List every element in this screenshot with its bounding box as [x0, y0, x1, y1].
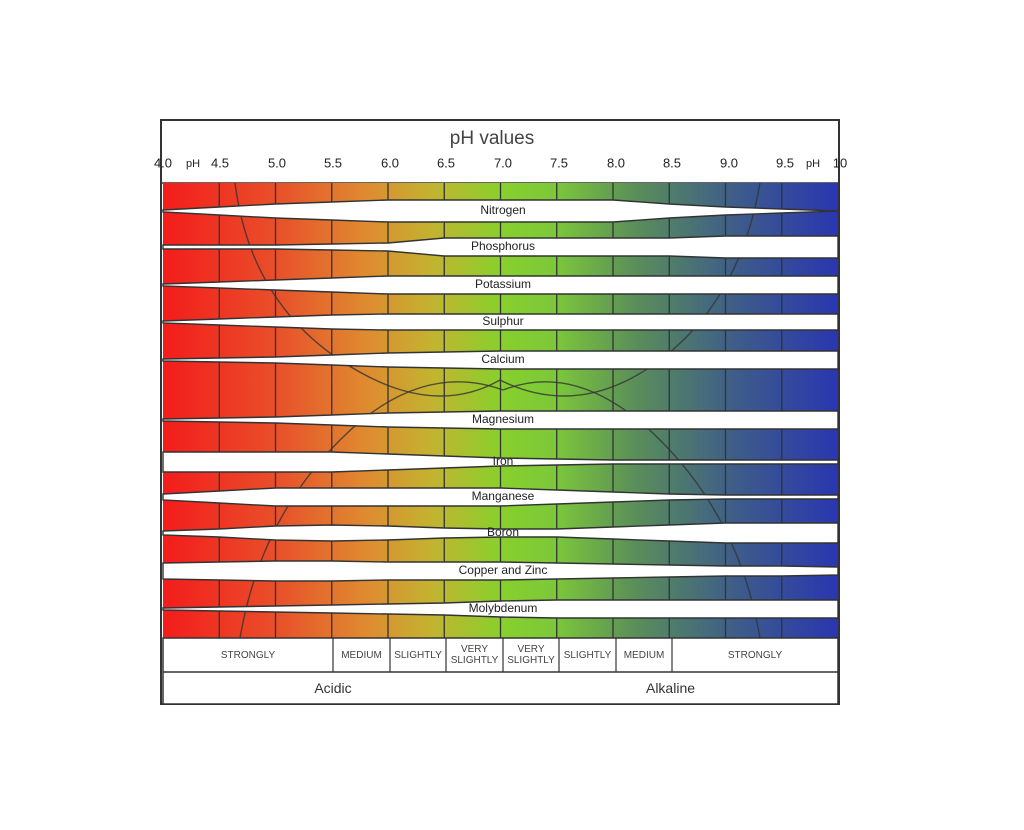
nutrient-gap: [162, 275, 839, 295]
ph-tick: pH: [186, 158, 200, 170]
ph-tick: 9.5: [776, 155, 794, 170]
ph-tick: pH: [806, 158, 820, 170]
nutrient-label: Phosphorus: [471, 239, 535, 253]
nutrient-gap: [162, 235, 839, 259]
ph-tick: 6.0: [381, 155, 399, 170]
nutrient-label: Sulphur: [482, 314, 523, 328]
ph-tick: 8.5: [663, 155, 681, 170]
ph-tick: 10: [833, 155, 847, 170]
nutrient-gap: [162, 410, 839, 430]
ph-tick: 6.5: [437, 155, 455, 170]
nutrient-gap: [162, 560, 839, 582]
nutrient-gap: [162, 199, 839, 223]
nutrient-label: Calcium: [481, 352, 524, 366]
nutrient-label: Iron: [493, 454, 514, 468]
nutrient-gap: [162, 487, 839, 507]
nutrient-gap: [162, 451, 839, 473]
strength-label: VERY SLIGHTLY: [450, 644, 499, 666]
nutrient-label: Potassium: [475, 277, 531, 291]
nutrient-label: Magnesium: [472, 412, 534, 426]
ph-tick: 8.0: [607, 155, 625, 170]
nutrient-gap: [162, 350, 839, 370]
title: pH values: [450, 128, 535, 149]
ph-tick: 5.0: [268, 155, 286, 170]
nutrient-gap: [162, 313, 839, 331]
ph-tick: 4.0: [154, 155, 172, 170]
side-label: Acidic: [314, 679, 352, 696]
nutrient-gap: [162, 522, 839, 544]
strength-label: STRONGLY: [220, 649, 276, 661]
nutrient-label: Manganese: [472, 489, 535, 503]
nutrient-label: Copper and Zinc: [459, 563, 548, 577]
ph-tick: 7.0: [494, 155, 512, 170]
table-box: [162, 637, 839, 705]
bands: 4.0 pH 4.5 5.0 5.5 6.0 6.5 7.0 7.5 8.0 8.5 9.0 9.5 pH…: [154, 155, 847, 639]
ph-tick: 7.5: [550, 155, 568, 170]
nutrient-label: Boron: [487, 525, 519, 539]
nutrient-label: Nitrogen: [480, 203, 525, 217]
strength-label: SLIGHTLY: [563, 649, 612, 661]
nutrient-label: Molybdenum: [469, 601, 538, 615]
strength-label: VERY SLIGHTLY: [507, 644, 555, 666]
strength-label: STRONGLY: [727, 649, 783, 661]
nutrient-gap: [162, 599, 839, 619]
side-label: Alkaline: [645, 679, 696, 696]
ph-tick: 5.5: [324, 155, 342, 170]
ph-tick: 4.5: [211, 155, 229, 170]
strength-label: MEDIUM: [623, 649, 665, 661]
ph-tick: 9.0: [720, 155, 738, 170]
strength-label: MEDIUM: [341, 649, 382, 661]
strength-label: SLIGHTLY: [394, 649, 442, 661]
